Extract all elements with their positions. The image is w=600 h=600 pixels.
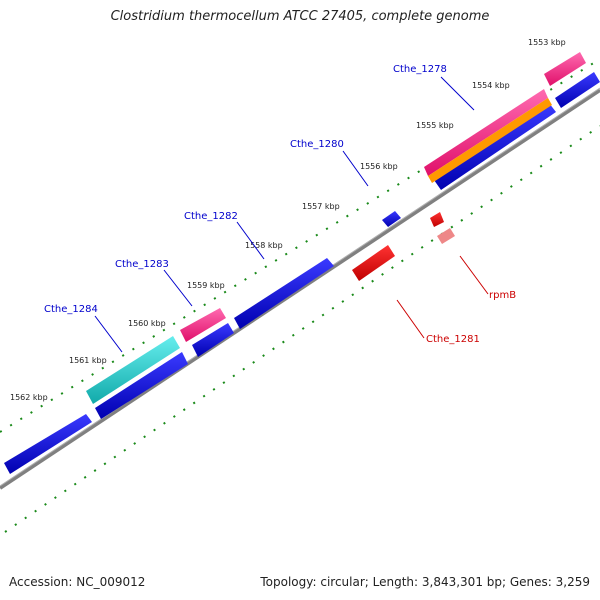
- gene-arrow[interactable]: [430, 212, 444, 227]
- genome-summary-text: Topology: circular; Length: 3,843,301 bp…: [260, 575, 590, 589]
- rrna-arrow[interactable]: [86, 336, 180, 404]
- kbp-label: 1561 kbp: [69, 356, 107, 365]
- kbp-label: 1556 kbp: [360, 162, 398, 171]
- gene-label[interactable]: Cthe_1278: [393, 64, 447, 75]
- kbp-label: 1555 kbp: [416, 121, 454, 130]
- kbp-label: 1554 kbp: [472, 81, 510, 90]
- tick-ring-inner: [4, 125, 600, 533]
- gene-arrow[interactable]: [437, 228, 455, 244]
- gene-arrow[interactable]: [352, 245, 395, 281]
- kbp-label: 1562 kbp: [10, 393, 48, 402]
- gene-arrow[interactable]: [192, 323, 234, 357]
- gene-labels: Cthe_1278 Cthe_1280 Cthe_1282 Cthe_1283 …: [44, 64, 516, 345]
- accession-text: Accession: NC_009012: [9, 575, 146, 589]
- gene-arrow[interactable]: [4, 414, 92, 474]
- kbp-labels: 1553 kbp 1554 kbp 1555 kbp 1556 kbp 1557…: [10, 38, 566, 402]
- gene-label[interactable]: rpmB: [489, 290, 516, 301]
- kbp-label: 1557 kbp: [302, 202, 340, 211]
- gene-label[interactable]: Cthe_1284: [44, 304, 98, 315]
- gene-arrow[interactable]: [382, 211, 401, 227]
- kbp-label: 1559 kbp: [187, 281, 225, 290]
- label-leaders: [94, 76, 489, 353]
- trna-arrow[interactable]: [424, 89, 548, 176]
- genome-backbone: [0, 88, 600, 490]
- gene-arrow[interactable]: [434, 103, 556, 190]
- orange-arrow[interactable]: [428, 98, 552, 183]
- kbp-label: 1560 kbp: [128, 319, 166, 328]
- map-title: Clostridium thermocellum ATCC 27405, com…: [110, 9, 490, 24]
- gene-label[interactable]: Cthe_1280: [290, 139, 344, 150]
- trna-arrow[interactable]: [180, 308, 226, 342]
- kbp-label: 1553 kbp: [528, 38, 566, 47]
- reverse-genes: [352, 212, 455, 281]
- kbp-label: 1558 kbp: [245, 241, 283, 250]
- trna-arrow[interactable]: [544, 52, 586, 86]
- gene-arrow[interactable]: [95, 352, 188, 419]
- gene-label[interactable]: Cthe_1281: [426, 334, 480, 345]
- feature-track: [86, 52, 586, 404]
- gene-label[interactable]: Cthe_1283: [115, 259, 169, 270]
- gene-arrow[interactable]: [234, 258, 334, 329]
- forward-genes: [4, 72, 600, 474]
- gene-label[interactable]: Cthe_1282: [184, 211, 238, 222]
- gene-arrow[interactable]: [555, 72, 600, 108]
